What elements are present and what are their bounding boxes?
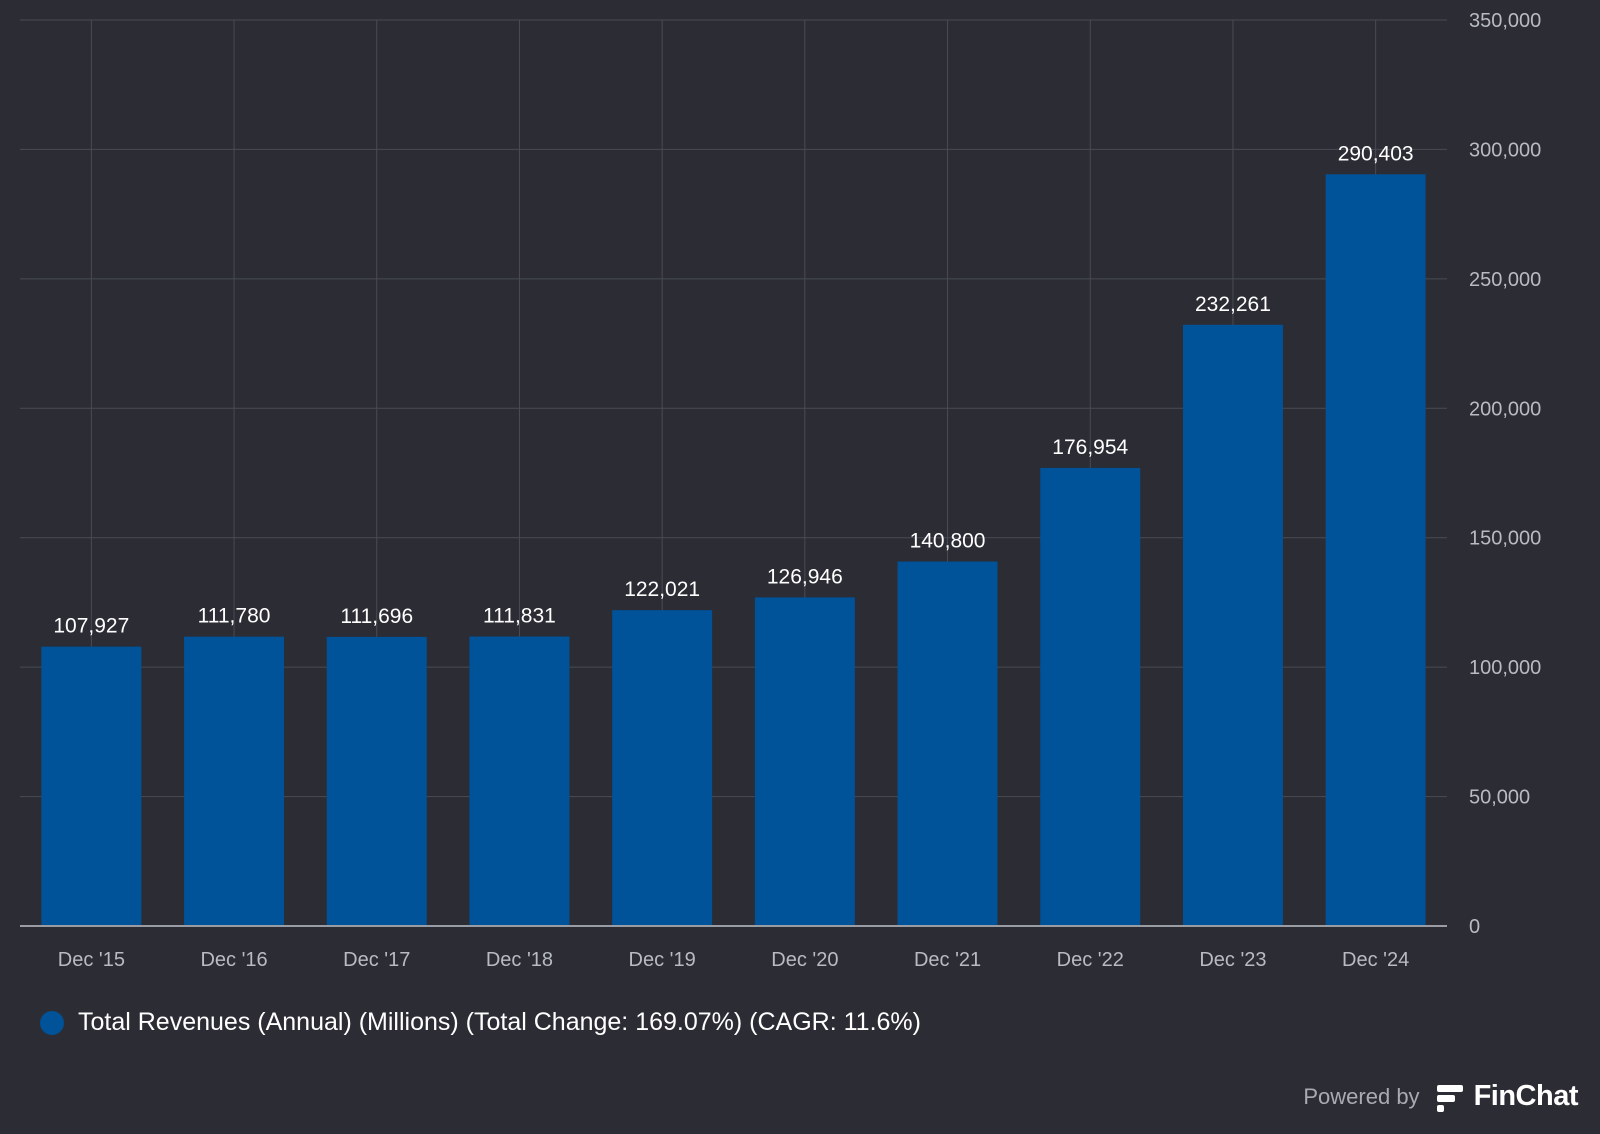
x-tick-label: Dec '18 (486, 949, 553, 971)
bar-data-label: 176,954 (1052, 436, 1128, 459)
data-labels: 107,927 111,780 111,696 111,831 122,021 126,9… (53, 142, 1413, 637)
bar-data-label: 122,021 (624, 578, 700, 601)
branding[interactable]: Powered by FinChat (1303, 1080, 1578, 1113)
axes: 0 50,000 100,000 150,000 200,000 250,000 300,0… (20, 10, 1541, 971)
x-tick-label: Dec '17 (343, 949, 410, 971)
x-tick-label: Dec '22 (1057, 949, 1124, 971)
x-tick-label: Dec '15 (58, 949, 125, 971)
revenue-bar-chart: 107,927 111,780 111,696 111,831 122,021 126,9… (20, 10, 1541, 971)
bar (612, 610, 713, 926)
bar (184, 636, 285, 926)
x-tick-label: Dec '20 (771, 949, 838, 971)
y-tick-label: 200,000 (1469, 398, 1541, 420)
bar (1325, 174, 1426, 926)
y-tick-label: 350,000 (1469, 10, 1541, 32)
y-tick-label: 300,000 (1469, 139, 1541, 161)
bar-data-label: 107,927 (53, 615, 129, 638)
bar-data-label: 111,780 (198, 605, 271, 628)
bar (897, 561, 998, 926)
legend[interactable]: Total Revenues (Annual) (Millions) (Tota… (40, 1008, 921, 1037)
x-tick-label: Dec '24 (1342, 949, 1409, 971)
bar-data-label: 290,403 (1338, 142, 1414, 165)
x-tick-label: Dec '16 (200, 949, 267, 971)
x-tick-label: Dec '19 (629, 949, 696, 971)
legend-marker (40, 1010, 64, 1035)
legend-label: Total Revenues (Annual) (Millions) (Tota… (78, 1008, 921, 1036)
bar-data-label: 126,946 (767, 565, 843, 588)
bar (469, 636, 570, 926)
bar-data-label: 111,696 (340, 605, 413, 628)
brand-name: FinChat (1473, 1080, 1579, 1112)
y-tick-label: 0 (1469, 916, 1480, 938)
bar (754, 597, 855, 926)
y-tick-label: 50,000 (1469, 787, 1530, 809)
y-tick-label: 250,000 (1469, 269, 1541, 291)
powered-by-label: Powered by (1303, 1083, 1420, 1109)
x-tick-label: Dec '21 (914, 949, 981, 971)
bar (41, 646, 142, 926)
bar (1182, 324, 1283, 926)
y-tick-label: 100,000 (1469, 657, 1541, 679)
bar (1040, 467, 1141, 926)
x-tick-label: Dec '23 (1199, 949, 1266, 971)
y-tick-label: 150,000 (1469, 528, 1541, 550)
bar-data-label: 232,261 (1195, 293, 1271, 316)
bar-data-label: 111,831 (483, 605, 556, 628)
bar (326, 636, 427, 926)
finchat-logo-icon (1436, 1084, 1463, 1112)
bars (41, 174, 1426, 926)
bar-data-label: 140,800 (910, 530, 986, 553)
